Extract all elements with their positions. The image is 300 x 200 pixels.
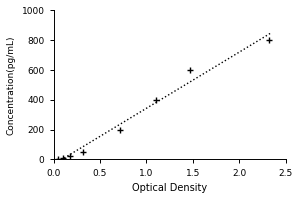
- X-axis label: Optical Density: Optical Density: [132, 183, 207, 193]
- Y-axis label: Concentration(pg/mL): Concentration(pg/mL): [7, 35, 16, 135]
